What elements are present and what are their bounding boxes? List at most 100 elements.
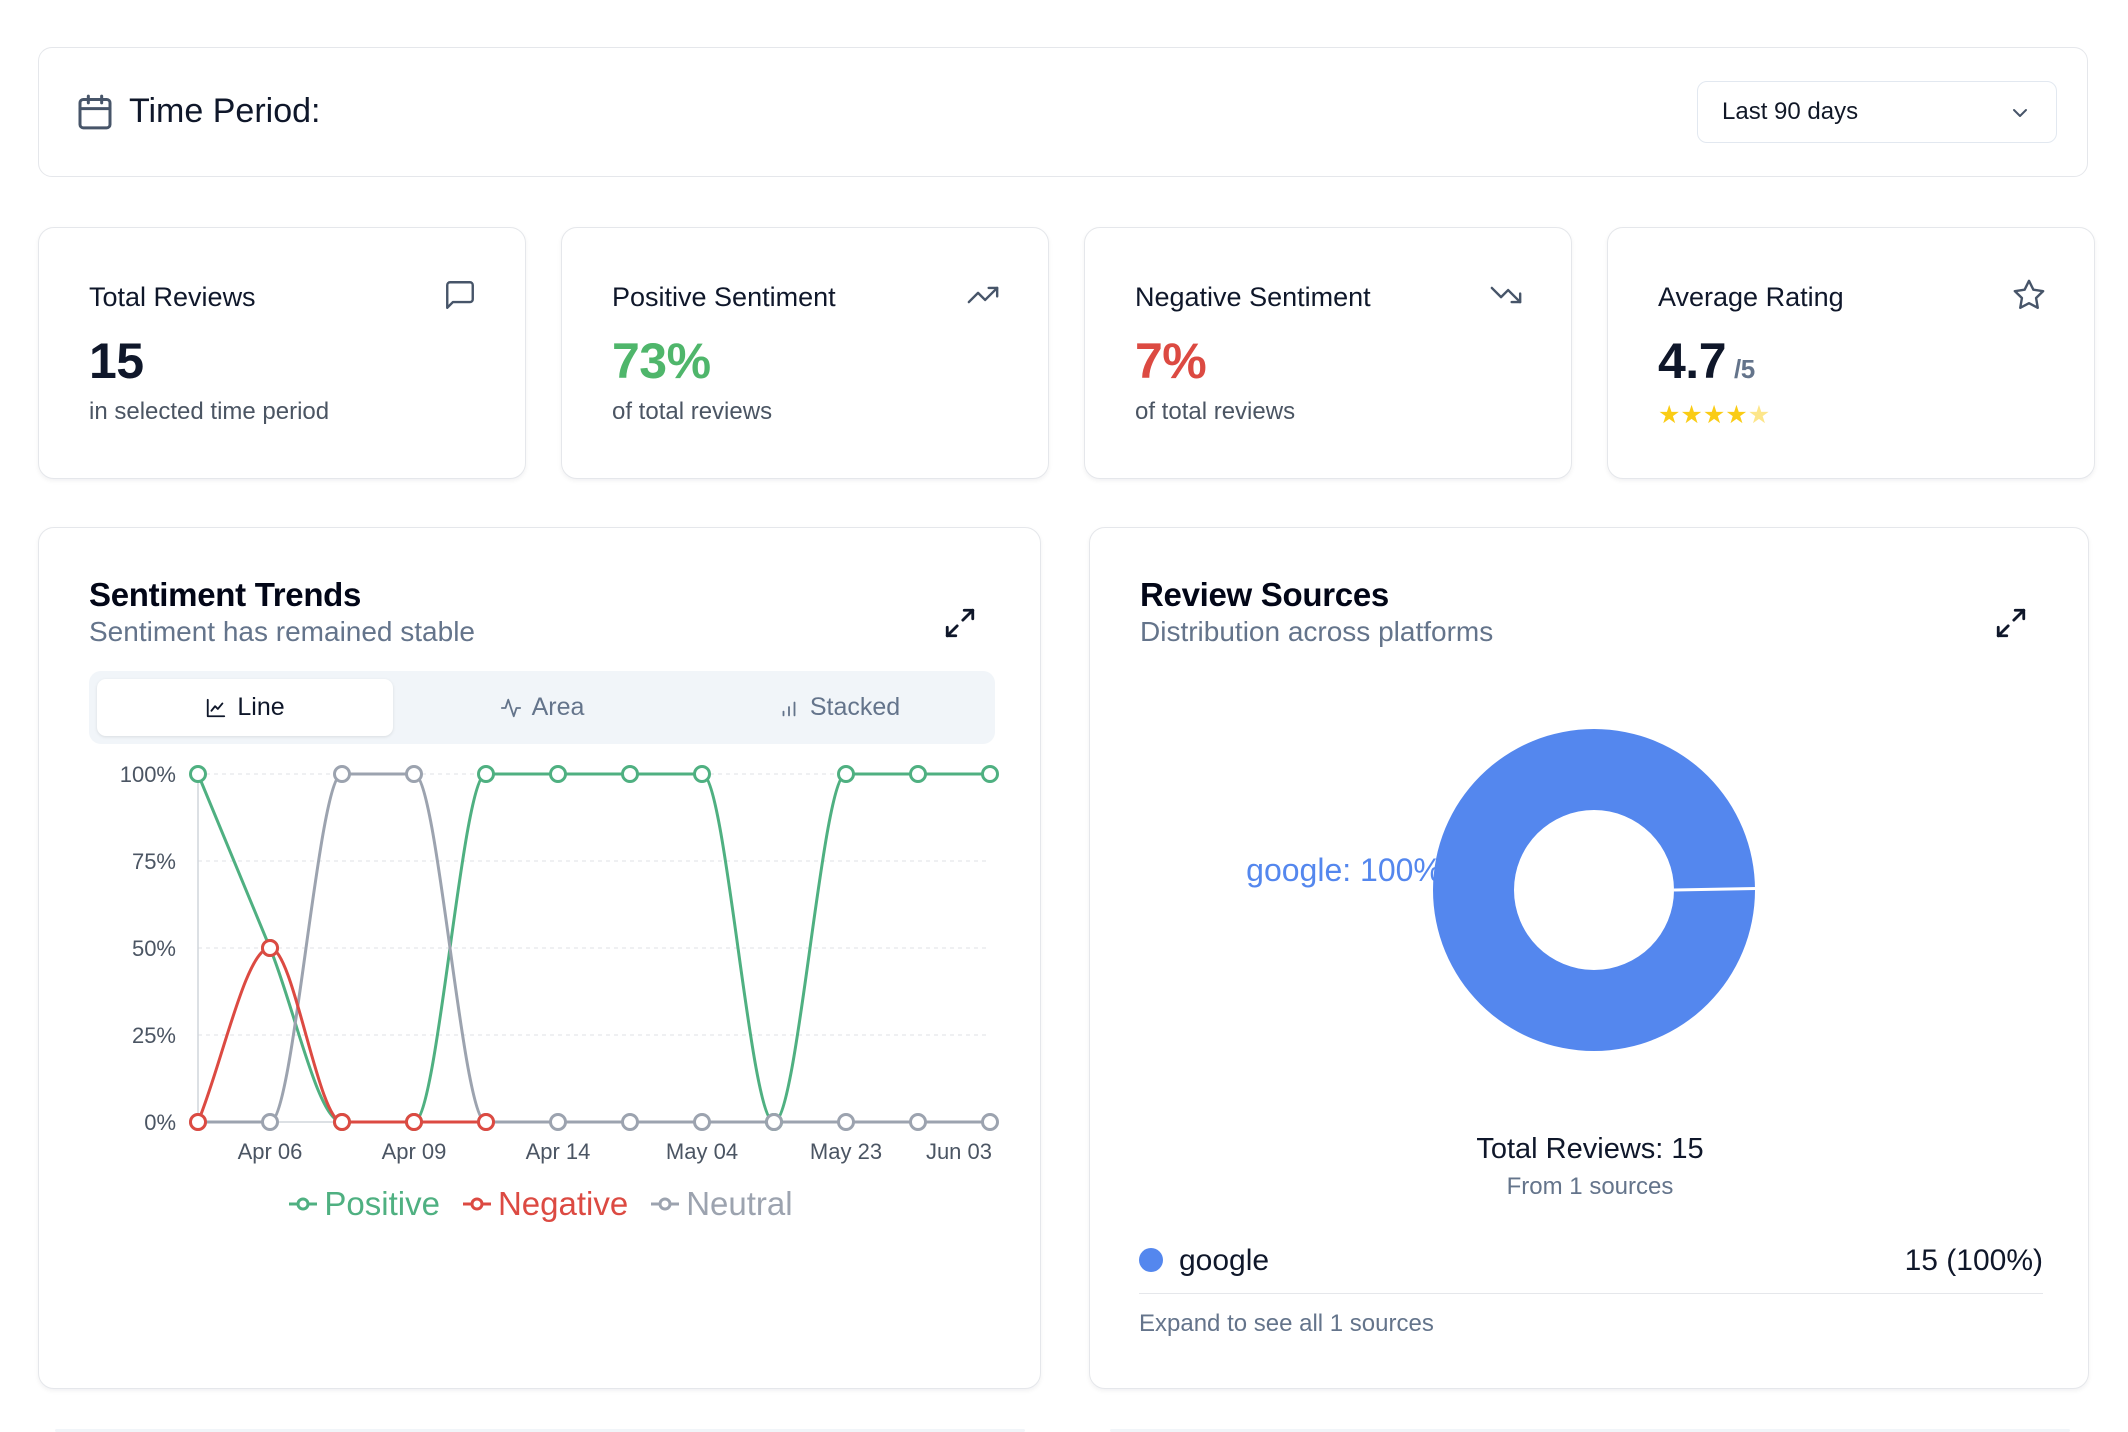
data-point-neutral[interactable] (909, 1113, 927, 1131)
stat-card-average-rating: Average Rating 4.7/5 ★★★★★ (1607, 227, 2095, 479)
data-point-negative[interactable] (189, 1113, 207, 1131)
chevron-down-icon (2013, 109, 2027, 117)
x-tick-label: May 04 (666, 1139, 738, 1164)
data-point-positive[interactable] (189, 765, 207, 783)
x-tick-label: Apr 09 (382, 1139, 447, 1164)
stat-value: 4.7/5 (1658, 332, 1755, 390)
data-point-negative[interactable] (477, 1113, 495, 1131)
stat-title: Average Rating (1658, 282, 1844, 312)
chart-legend: Positive Negative Neutral (39, 1185, 1042, 1223)
chart-title: Review Sources (1140, 576, 1389, 613)
activity-icon (500, 698, 521, 717)
x-tick-label: May 23 (810, 1139, 882, 1164)
y-tick-label: 0% (144, 1110, 176, 1135)
x-tick-label: Apr 14 (526, 1139, 591, 1164)
stat-value: 7% (1135, 333, 1207, 389)
source-list-item[interactable]: google 15 (100%) (1139, 1234, 2043, 1294)
data-point-neutral[interactable] (981, 1113, 999, 1131)
data-point-positive[interactable] (837, 765, 855, 783)
donut-slice-separator (1673, 887, 1757, 892)
rating-value: 4.7 (1658, 333, 1727, 389)
stat-title: Positive Sentiment (612, 282, 836, 312)
review-sources-card: Review Sources Distribution across platf… (1089, 527, 2089, 1389)
expand-sources-link[interactable]: Expand to see all 1 sources (1139, 1310, 1434, 1337)
data-point-positive[interactable] (621, 765, 639, 783)
y-tick-label: 50% (132, 936, 176, 961)
legend-item-negative[interactable]: Negative (462, 1185, 628, 1223)
legend-item-positive[interactable]: Positive (288, 1185, 440, 1223)
y-tick-label: 100% (120, 762, 176, 787)
time-period-label: Time Period: (129, 92, 321, 130)
chart-title: Sentiment Trends (89, 576, 362, 613)
trending-up-icon (967, 286, 999, 304)
data-point-negative[interactable] (405, 1113, 423, 1131)
donut-source-count: From 1 sources (1506, 1173, 1674, 1200)
data-point-negative[interactable] (261, 939, 279, 957)
star-icon (2013, 279, 2045, 309)
data-point-neutral[interactable] (621, 1113, 639, 1131)
data-point-neutral[interactable] (333, 765, 351, 783)
chart-type-tabs: Line Area Stacked (89, 671, 995, 744)
legend-line-icon (462, 1197, 491, 1211)
stat-title: Negative Sentiment (1135, 282, 1371, 312)
source-count: 15 (100%) (1904, 1244, 2043, 1277)
stat-subtext: in selected time period (89, 398, 330, 425)
trending-down-icon (1490, 286, 1522, 304)
rating-unit: /5 (1734, 354, 1755, 384)
stat-value: 15 (89, 333, 144, 389)
sentiment-trends-card: Sentiment Trends Sentiment has remained … (38, 527, 1041, 1389)
star-partial-icon: ★ (1747, 401, 1771, 429)
data-point-positive[interactable] (549, 765, 567, 783)
legend-label: Neutral (686, 1185, 793, 1222)
line-chart-icon (207, 698, 226, 717)
source-name: google (1179, 1244, 1270, 1277)
rating-stars: ★★★★★ (1658, 403, 1770, 428)
expand-icon[interactable] (943, 606, 977, 640)
review-sources-donut-chart: google: 100% (1246, 729, 1757, 1051)
donut-total-reviews: Total Reviews: 15 (1476, 1133, 1704, 1165)
data-point-positive[interactable] (981, 765, 999, 783)
stat-card-positive-sentiment: Positive Sentiment 73% of total reviews (561, 227, 1049, 479)
y-tick-label: 25% (132, 1023, 176, 1048)
data-point-negative[interactable] (333, 1113, 351, 1131)
data-point-positive[interactable] (693, 765, 711, 783)
star-filled-icon: ★ (1702, 401, 1726, 429)
tab-stacked[interactable]: Stacked (691, 679, 987, 736)
legend-label: Negative (497, 1185, 629, 1222)
data-point-neutral[interactable] (261, 1113, 279, 1131)
stat-card-negative-sentiment: Negative Sentiment 7% of total reviews (1084, 227, 1572, 479)
star-filled-icon: ★ (1680, 401, 1703, 429)
data-point-neutral[interactable] (549, 1113, 567, 1131)
legend-line-icon (289, 1197, 318, 1211)
message-square-icon (446, 281, 474, 309)
y-tick-label: 75% (132, 849, 176, 874)
bar-chart-icon (782, 701, 796, 716)
tab-line[interactable]: Line (97, 679, 393, 736)
tab-label: Stacked (809, 693, 901, 721)
tab-area[interactable]: Area (394, 679, 690, 736)
donut-slice-google[interactable] (1433, 729, 1755, 1051)
donut-slice-label: google: 100% (1246, 852, 1442, 888)
data-point-neutral[interactable] (405, 765, 423, 783)
data-point-neutral[interactable] (837, 1113, 855, 1131)
stat-title: Total Reviews (89, 282, 256, 312)
time-period-selected-value: Last 90 days (1722, 98, 1859, 125)
data-point-positive[interactable] (477, 765, 495, 783)
x-tick-label: Jun 03 (926, 1139, 992, 1164)
data-point-neutral[interactable] (765, 1113, 783, 1131)
stat-value: 73% (612, 333, 711, 389)
time-period-select[interactable]: Last 90 days (1697, 81, 2057, 143)
expand-icon[interactable] (1994, 606, 2028, 640)
sentiment-line-chart: 0% 25% 50% 75% 100% Apr 06 Apr 09 Apr 14 May 04 M… (120, 762, 999, 1164)
tab-label: Area (531, 693, 585, 721)
next-card-edge (55, 1429, 1025, 1432)
legend-item-neutral[interactable]: Neutral (650, 1185, 793, 1223)
data-point-neutral[interactable] (693, 1113, 711, 1131)
stat-subtext: of total reviews (1135, 398, 1296, 425)
calendar-icon (78, 94, 112, 130)
star-filled-icon: ★ (1658, 401, 1681, 429)
x-tick-label: Apr 06 (238, 1139, 303, 1164)
chart-subtitle: Distribution across platforms (1140, 616, 1494, 647)
data-point-positive[interactable] (909, 765, 927, 783)
chart-subtitle: Sentiment has remained stable (89, 616, 475, 647)
